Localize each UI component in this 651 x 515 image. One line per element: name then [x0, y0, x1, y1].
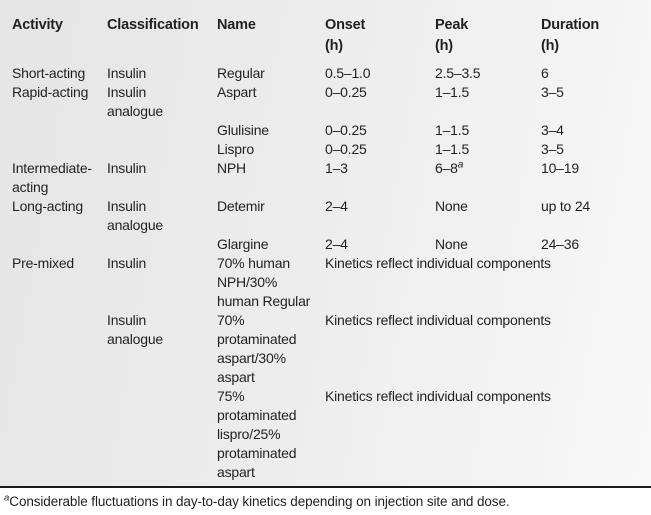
table-row: Glargine 2–4 None 24–36	[12, 235, 651, 254]
peak-value: 6–8	[435, 160, 458, 176]
cell-peak: None	[435, 236, 468, 252]
cell-activity	[12, 387, 107, 482]
table-row: Lispro 0–0.25 1–1.5 3–5	[12, 140, 651, 159]
cell-name: 70% protaminated aspart/30% aspart	[217, 312, 297, 385]
table-row: Glulisine 0–0.25 1–1.5 3–4	[12, 121, 651, 140]
cell-peak: 1–1.5	[435, 141, 470, 157]
cell-peak: 1–1.5	[435, 122, 470, 138]
cell-onset: 0.5–1.0	[325, 65, 371, 81]
cell-peak: None	[435, 198, 468, 214]
cell-onset: 2–4	[325, 236, 348, 252]
cell-activity: Pre-mixed	[12, 255, 74, 271]
cell-classification: Insulin	[107, 65, 147, 81]
table-footnote: aConsiderable fluctuations in day-to-day…	[0, 488, 651, 513]
table-header-row: Activity Classification Name Onset (h) P…	[12, 15, 651, 57]
cell-kinetics-note: Kinetics reflect individual components	[325, 255, 551, 271]
col-header-name: Name	[217, 17, 256, 33]
footnote-marker: a	[4, 492, 10, 504]
cell-onset: 0–0.25	[325, 84, 367, 100]
cell-duration: 24–36	[541, 236, 579, 252]
cell-name: Glargine	[217, 236, 269, 252]
cell-kinetics-note: Kinetics reflect individual components	[325, 312, 551, 328]
cell-name: Detemir	[217, 198, 265, 214]
cell-peak: 2.5–3.5	[435, 65, 481, 81]
cell-duration: 3–4	[541, 122, 564, 138]
col-header-activity: Activity	[12, 17, 63, 33]
col-header-peak: Peak (h)	[435, 17, 469, 54]
table-row: Long-acting Insulin analogue Detemir 2–4…	[12, 197, 651, 235]
col-header-classification: Classification	[107, 17, 199, 33]
cell-classification	[107, 235, 217, 254]
cell-classification	[107, 121, 217, 140]
cell-kinetics-note: Kinetics reflect individual components	[325, 388, 551, 404]
cell-activity: Rapid-acting	[12, 84, 89, 100]
insulin-kinetics-table: Activity Classification Name Onset (h) P…	[0, 0, 651, 488]
table-row: Pre-mixed Insulin 70% human NPH/30% huma…	[12, 254, 651, 311]
table-row: 75% protaminated lispro/25% protaminated…	[12, 387, 651, 482]
cell-peak: 1–1.5	[435, 84, 470, 100]
cell-classification: Insulin analogue	[107, 84, 164, 119]
cell-name: 70% human NPH/30% human Regular	[217, 255, 311, 309]
cell-activity	[12, 140, 107, 159]
cell-activity: Short-acting	[12, 65, 86, 81]
cell-duration: 6	[541, 65, 549, 81]
cell-name: Lispro	[217, 141, 254, 157]
col-header-onset: Onset (h)	[325, 17, 366, 54]
cell-duration: up to 24	[541, 198, 590, 214]
cell-activity: Long-acting	[12, 198, 83, 214]
table-row: Short-acting Insulin Regular 0.5–1.0 2.5…	[12, 64, 651, 83]
cell-onset: 0–0.25	[325, 122, 367, 138]
table-row: Insulin analogue 70% protaminated aspart…	[12, 311, 651, 387]
cell-classification: Insulin analogue	[107, 198, 164, 233]
cell-classification: Insulin	[107, 160, 147, 176]
cell-name: Aspart	[217, 84, 257, 100]
cell-classification: Insulin analogue	[107, 312, 164, 347]
footnote-text: Considerable fluctuations in day-to-day …	[9, 494, 510, 509]
cell-classification	[107, 387, 217, 482]
cell-name: Regular	[217, 65, 265, 81]
footnote-marker-sup: a	[457, 159, 464, 171]
cell-activity: Intermediate- acting	[12, 160, 92, 195]
cell-activity	[12, 311, 107, 387]
cell-onset: 2–4	[325, 198, 348, 214]
cell-name: NPH	[217, 160, 246, 176]
cell-name: 75% protaminated lispro/25% protaminated…	[217, 388, 297, 480]
cell-classification: Insulin	[107, 255, 147, 271]
cell-name: Glulisine	[217, 122, 269, 138]
cell-classification	[107, 140, 217, 159]
table-row: Rapid-acting Insulin analogue Aspart 0–0…	[12, 83, 651, 121]
cell-activity	[12, 121, 107, 140]
cell-peak: 6–8a	[435, 159, 541, 197]
cell-activity	[12, 235, 107, 254]
cell-onset: 1–3	[325, 160, 348, 176]
table-row: Intermediate- acting Insulin NPH 1–3 6–8…	[12, 159, 651, 197]
col-header-duration: Duration (h)	[541, 17, 600, 54]
cell-duration: 3–5	[541, 141, 564, 157]
cell-duration: 3–5	[541, 84, 564, 100]
cell-duration: 10–19	[541, 160, 579, 176]
cell-onset: 0–0.25	[325, 141, 367, 157]
